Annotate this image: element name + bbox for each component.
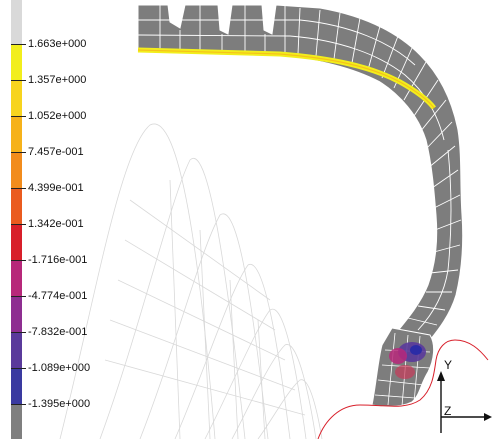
legend-label: -1.089e+000 xyxy=(28,362,91,374)
rim-outline xyxy=(317,339,489,439)
legend-color-0 xyxy=(11,0,22,44)
legend-color-9 xyxy=(11,333,22,369)
legend-tick xyxy=(11,152,26,153)
legend-tick xyxy=(11,44,26,45)
legend-label: 7.457e-001 xyxy=(28,146,84,158)
stress-spot-blue xyxy=(410,345,422,355)
tire-section xyxy=(137,4,464,408)
legend-tick xyxy=(11,224,26,225)
legend-tick xyxy=(11,188,26,189)
legend-label: 1.663e+000 xyxy=(28,38,87,50)
z-axis-label: Z xyxy=(444,404,451,418)
legend-tick xyxy=(11,260,26,261)
legend-color-7 xyxy=(11,261,22,297)
legend-label: -4.774e-001 xyxy=(28,290,88,302)
stress-spot-magenta xyxy=(389,348,407,364)
legend-color-8 xyxy=(11,297,22,333)
legend-label: 1.357e+000 xyxy=(28,74,87,86)
legend-color-5 xyxy=(11,189,22,225)
legend-tick xyxy=(11,404,26,405)
ghost-wireframe xyxy=(59,123,323,439)
stress-spot-red xyxy=(395,365,415,379)
legend-color-1 xyxy=(11,44,22,81)
legend-label: -1.395e+000 xyxy=(28,398,91,410)
legend-tick xyxy=(11,116,26,117)
legend-label: -1.716e-001 xyxy=(28,254,88,266)
legend-label: -7.832e-001 xyxy=(28,326,88,338)
legend-color-10 xyxy=(11,369,22,405)
contour-legend: 1.663e+000 1.357e+000 1.052e+000 7.457e-… xyxy=(0,0,110,439)
y-axis-label: Y xyxy=(444,358,452,372)
legend-color-4 xyxy=(11,153,22,189)
legend-color-11 xyxy=(11,405,22,439)
legend-tick xyxy=(11,296,26,297)
axis-triad: Y Z xyxy=(437,358,492,433)
legend-label: 1.052e+000 xyxy=(28,110,87,122)
legend-tick xyxy=(11,368,26,369)
legend-color-6 xyxy=(11,225,22,261)
legend-tick xyxy=(11,80,26,81)
legend-color-2 xyxy=(11,81,22,117)
legend-color-3 xyxy=(11,117,22,153)
legend-tick xyxy=(11,332,26,333)
legend-label: 4.399e-001 xyxy=(28,182,84,194)
legend-label: 1.342e-001 xyxy=(28,218,84,230)
